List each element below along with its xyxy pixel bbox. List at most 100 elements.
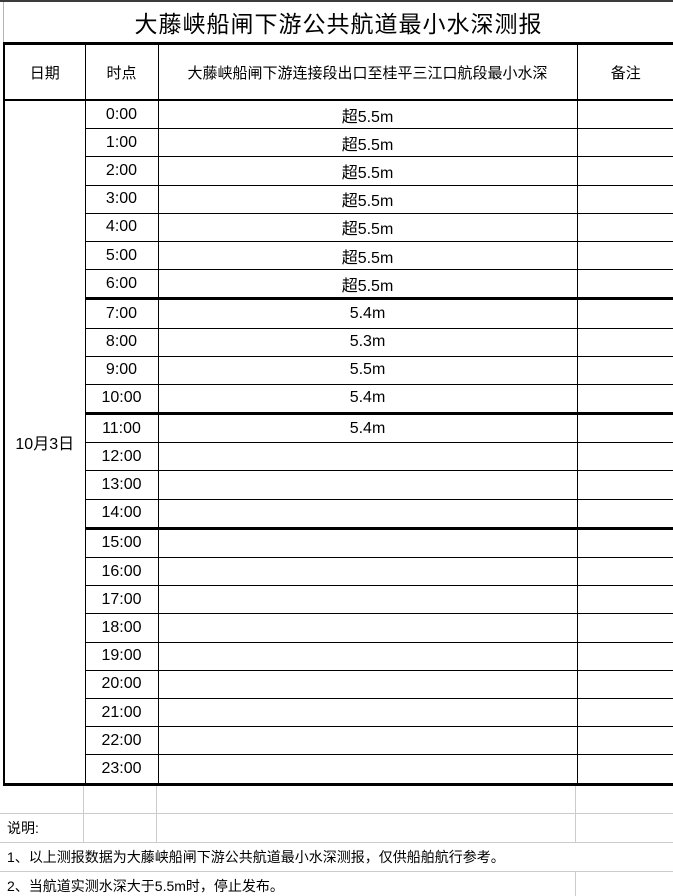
depth-cell: 超5.5m — [157, 156, 578, 186]
time-cell: 10:00 — [84, 383, 159, 416]
time-cell: 13:00 — [84, 470, 159, 500]
remark-cell — [576, 754, 673, 786]
time-cell: 14:00 — [84, 498, 159, 530]
header-row: 日期 时点 大藤峡船闸下游连接段出口至桂平三江口航段最小水深 备注 — [3, 42, 673, 101]
time-cell: 21:00 — [84, 697, 159, 728]
table-row: 15:00 — [4, 527, 673, 559]
remark-cell — [576, 726, 673, 756]
time-cell: 4:00 — [84, 212, 159, 242]
depth-cell — [157, 697, 578, 728]
depth-cell: 超5.5m — [157, 99, 578, 130]
time-cell: 15:00 — [84, 527, 159, 559]
table-row: 23:00 — [4, 754, 673, 786]
remark-cell — [576, 269, 673, 301]
table-row: 22:00 — [4, 726, 673, 756]
time-cell: 11:00 — [84, 413, 159, 444]
table-row: 11:00 5.4m — [4, 413, 673, 444]
depth-cell: 5.4m — [157, 298, 578, 329]
depth-cell: 5.4m — [157, 413, 578, 444]
table-row: 14:00 — [4, 498, 673, 530]
depth-cell — [157, 585, 578, 615]
time-cell: 16:00 — [84, 556, 159, 587]
remark-cell — [576, 298, 673, 329]
time-cell: 5:00 — [84, 240, 159, 271]
remark-cell — [576, 442, 673, 472]
time-cell: 9:00 — [84, 355, 159, 385]
remark-cell — [576, 99, 673, 130]
col-header-remark: 备注 — [576, 42, 673, 101]
spacer-cell — [157, 785, 576, 813]
depth-cell: 超5.5m — [157, 212, 578, 242]
depth-cell: 超5.5m — [157, 269, 578, 301]
time-cell: 0:00 — [84, 99, 159, 130]
note-row-1: 1、以上测报数据为大藤峡船闸下游公共航道最小水深测报，仅供船舶航行参考。 — [0, 843, 673, 872]
table-row: 6:00 超5.5m — [4, 269, 673, 301]
depth-cell — [157, 527, 578, 559]
depth-cell: 5.3m — [157, 327, 578, 357]
page-title: 大藤峡船闸下游公共航道最小水深测报 — [3, 2, 673, 42]
note-item-1: 1、以上测报数据为大藤峡船闸下游公共航道最小水深测报，仅供船舶航行参考。 — [7, 848, 505, 865]
time-cell: 19:00 — [84, 641, 159, 671]
time-cell: 20:00 — [84, 669, 159, 699]
remark-cell — [576, 498, 673, 530]
date-cell: 10月3日 — [3, 99, 86, 786]
note-row-2: 2、当航道实测水深大于5.5m时，停止发布。 — [0, 871, 673, 896]
depth-cell: 5.4m — [157, 383, 578, 416]
table-row: 5:00 超5.5m — [4, 240, 673, 271]
depth-cell — [157, 442, 578, 472]
time-cell: 2:00 — [84, 156, 159, 186]
spacer-cell — [84, 785, 157, 813]
notes-label: 说明: — [0, 813, 84, 842]
table-row: 9:00 5.5m — [4, 355, 673, 385]
depth-cell — [157, 613, 578, 643]
remark-cell — [576, 585, 673, 615]
depth-cell: 超5.5m — [157, 184, 578, 214]
depth-cell — [157, 470, 578, 500]
time-cell: 17:00 — [84, 585, 159, 615]
remark-cell — [576, 470, 673, 500]
notes-section: 说明: 1、以上测报数据为大藤峡船闸下游公共航道最小水深测报，仅供船舶航行参考。… — [0, 785, 673, 896]
notes-label-row: 说明: — [0, 813, 673, 843]
spacer-cell — [84, 813, 157, 842]
col-header-date: 日期 — [3, 42, 86, 101]
spacer-row — [0, 785, 673, 814]
time-cell: 12:00 — [84, 442, 159, 472]
remark-cell — [576, 128, 673, 158]
depth-cell — [157, 556, 578, 587]
table-row: 13:00 — [4, 470, 673, 500]
table-row: 20:00 — [4, 669, 673, 699]
table-row: 10月3日 0:00 超5.5m — [3, 99, 673, 786]
depth-cell — [157, 498, 578, 530]
remark-cell — [576, 184, 673, 214]
time-cell: 8:00 — [84, 327, 159, 357]
spacer-cell — [576, 786, 673, 813]
table-row: 16:00 — [4, 556, 673, 587]
table-row: 10:00 5.4m — [4, 383, 673, 416]
time-cell: 18:00 — [84, 613, 159, 643]
remark-cell — [576, 613, 673, 643]
depth-cell: 5.5m — [157, 355, 578, 385]
time-cell: 23:00 — [84, 754, 159, 786]
table-row: 8:00 5.3m — [4, 327, 673, 357]
remark-cell — [576, 641, 673, 671]
depth-cell: 超5.5m — [157, 128, 578, 158]
spacer-cell — [576, 814, 673, 842]
table-row: 12:00 — [4, 442, 673, 472]
spacer-cell — [157, 813, 576, 842]
depth-table: 日期 时点 大藤峡船闸下游连接段出口至桂平三江口航段最小水深 备注 10月3日 … — [3, 42, 673, 786]
depth-cell — [157, 754, 578, 786]
remark-cell — [576, 212, 673, 242]
depth-cell — [157, 641, 578, 671]
spacer-cell — [576, 872, 673, 896]
remark-cell — [576, 527, 673, 559]
remark-cell — [576, 697, 673, 728]
table-row: 21:00 — [4, 697, 673, 728]
remark-cell — [576, 413, 673, 444]
remark-cell — [576, 383, 673, 416]
depth-cell: 超5.5m — [157, 240, 578, 271]
spacer-cell — [0, 785, 84, 813]
time-cell: 22:00 — [84, 726, 159, 756]
time-cell: 1:00 — [84, 128, 159, 158]
depth-cell — [157, 726, 578, 756]
